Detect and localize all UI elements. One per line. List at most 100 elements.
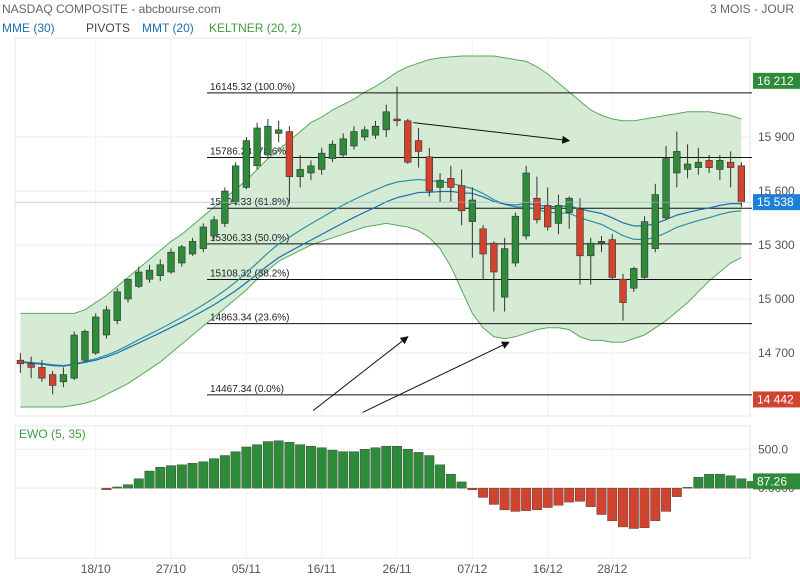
x-tick-label: 27/10 — [156, 562, 186, 576]
candle-body — [533, 197, 541, 221]
candle — [49, 371, 57, 395]
candle-body — [59, 374, 68, 383]
candle — [619, 273, 627, 321]
ewo-bar — [187, 463, 198, 489]
candle-body — [16, 359, 25, 365]
candle-body — [683, 163, 692, 170]
candle-body — [737, 165, 746, 203]
ewo-bar — [166, 465, 176, 489]
candle — [307, 160, 315, 181]
candle-body — [285, 131, 294, 177]
candle-body — [70, 334, 78, 379]
ewo-value-label-bg — [753, 473, 800, 490]
candle-body — [576, 208, 584, 257]
candle-body — [447, 178, 455, 188]
candle — [479, 225, 487, 280]
candle-body — [296, 169, 304, 177]
candle — [501, 237, 509, 312]
candle-body — [630, 268, 638, 289]
ewo-bar — [209, 458, 220, 489]
candle-body — [210, 219, 218, 237]
x-tick-label: 26/11 — [382, 562, 411, 576]
candle-body — [199, 226, 207, 249]
indicator-mme[interactable]: MME (30) — [2, 21, 55, 35]
candle — [382, 104, 390, 137]
ewo-bar — [542, 487, 553, 508]
keltner-upper-line — [20, 55, 742, 314]
ewo-bar — [316, 447, 327, 489]
candle-body — [231, 165, 240, 203]
period-selector[interactable]: 3 MOIS - JOUR — [709, 2, 794, 16]
candle — [275, 120, 283, 143]
fibonacci-level-label: 15306.33 (50.0%) — [210, 233, 290, 244]
candle — [70, 331, 78, 380]
ewo-bar — [338, 451, 349, 489]
y-tick-label: 15 000 — [758, 292, 795, 306]
candle-body — [673, 151, 681, 174]
candle — [630, 266, 638, 292]
candle — [264, 119, 272, 159]
annotation-arrow — [362, 341, 510, 413]
ewo-bar — [682, 487, 693, 489]
candle-body — [145, 269, 154, 280]
candle-body — [651, 194, 659, 249]
ewo-bar — [661, 487, 671, 512]
ewo-bar — [424, 455, 435, 489]
indicator-pivots[interactable]: PIVOTS — [86, 21, 131, 35]
y-tick-label: 15 900 — [758, 130, 795, 144]
ewo-panel-frame — [14, 425, 751, 559]
ewo-bar — [295, 444, 306, 489]
ewo-bar — [639, 487, 650, 528]
ewo-bar — [650, 487, 661, 521]
candle-body — [253, 127, 261, 167]
x-tick-label: 07/12 — [457, 562, 487, 576]
candle — [59, 367, 68, 388]
ewo-bar — [262, 441, 273, 489]
candle-body — [242, 140, 251, 188]
mmt-line — [20, 178, 742, 367]
candle-body — [350, 131, 358, 147]
x-tick-label: 05/11 — [232, 562, 261, 576]
candle-body — [188, 241, 197, 255]
y-tick-label: 15 300 — [758, 238, 795, 252]
candle — [565, 196, 573, 229]
candle — [350, 126, 358, 150]
candle-body — [328, 143, 337, 159]
candle-body — [113, 291, 121, 321]
keltner-lower-line — [20, 222, 742, 408]
ewo-bar — [273, 440, 284, 489]
ewo-bar — [725, 475, 736, 489]
indicator-mmt[interactable]: MMT (20) — [142, 21, 194, 35]
candle — [199, 223, 207, 253]
chart-title: NASDAQ COMPOSITE - abcbourse.com — [2, 2, 221, 16]
fibonacci-level-label: 14467.34 (0.0%) — [210, 384, 284, 395]
ewo-bar — [327, 449, 338, 489]
candle-body — [38, 367, 46, 379]
ewo-bar — [402, 449, 413, 489]
ewo-indicator-label[interactable]: EWO (5, 35) — [19, 427, 86, 441]
candle-body — [221, 190, 229, 224]
ewo-bar — [219, 455, 230, 489]
candle-body — [726, 161, 735, 168]
candle-body — [404, 120, 412, 163]
ewo-bar — [252, 444, 263, 489]
indicator-keltner[interactable]: KELTNER (20, 2) — [209, 21, 302, 35]
candle-body — [662, 158, 670, 219]
candle — [726, 151, 735, 188]
ewo-bar — [198, 461, 209, 489]
ewo-bar — [499, 487, 510, 511]
candle-body — [694, 161, 702, 168]
ewo-bar — [445, 473, 456, 489]
price-label: 15 538 — [757, 195, 794, 209]
candle — [533, 176, 541, 224]
candle-body — [414, 140, 423, 152]
ewo-bar — [101, 487, 112, 490]
candle — [371, 120, 380, 139]
ewo-bar — [714, 473, 725, 489]
ewo-bar — [693, 477, 704, 489]
candle — [145, 264, 154, 283]
candle — [285, 126, 294, 204]
candle-body — [597, 241, 606, 244]
candle — [737, 162, 746, 208]
